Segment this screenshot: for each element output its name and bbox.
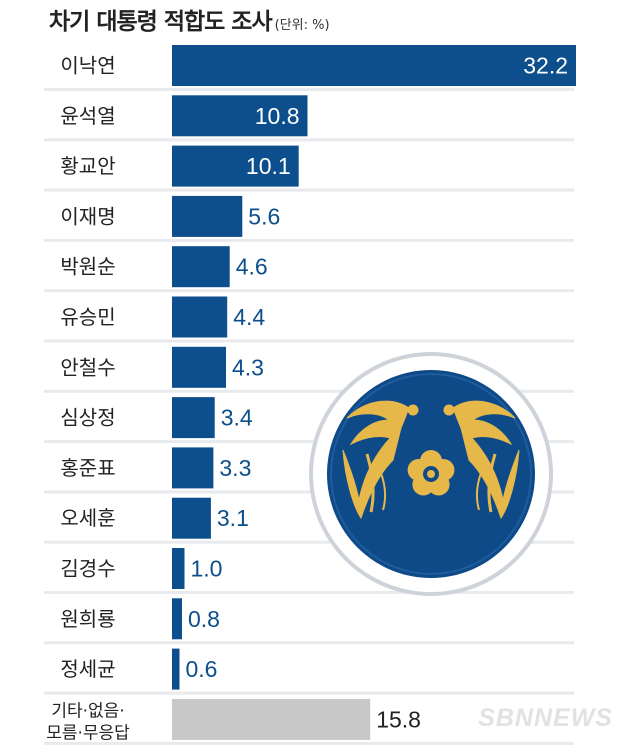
row-divider bbox=[44, 440, 574, 444]
category-label: 기타·없음· 모름·무응답 bbox=[46, 701, 130, 743]
value-label: 32.2 bbox=[523, 53, 568, 79]
value-label: 10.8 bbox=[255, 103, 300, 129]
value-label: 3.3 bbox=[219, 455, 251, 481]
watermark: SBNNEWS bbox=[478, 704, 613, 732]
bar bbox=[172, 95, 308, 137]
bar bbox=[172, 698, 371, 740]
category-label: 원희룡 bbox=[60, 607, 115, 631]
row-divider bbox=[44, 691, 574, 695]
value-label: 4.4 bbox=[233, 304, 265, 330]
category-label: 안철수 bbox=[60, 355, 115, 379]
row-divider bbox=[44, 238, 574, 242]
bars bbox=[172, 45, 576, 740]
bar bbox=[172, 296, 228, 338]
category-label: 김경수 bbox=[60, 557, 115, 581]
category-label: 정세균 bbox=[60, 657, 115, 681]
row-stripes bbox=[44, 88, 574, 745]
category-label: 이낙연 bbox=[60, 54, 115, 78]
value-label: 0.6 bbox=[186, 656, 218, 682]
row-divider bbox=[44, 289, 574, 293]
value-label: 4.3 bbox=[232, 354, 264, 380]
category-labels: 이낙연윤석열황교안이재명박원순유승민안철수심상정홍준표오세훈김경수원희룡정세균기… bbox=[46, 54, 130, 744]
category-label: 이재명 bbox=[60, 204, 115, 228]
category-label: 심상정 bbox=[60, 406, 115, 430]
value-label: 10.1 bbox=[246, 153, 291, 179]
row-divider bbox=[44, 641, 574, 645]
row-divider bbox=[44, 389, 574, 393]
row-divider bbox=[44, 591, 574, 594]
bar bbox=[172, 447, 214, 489]
bar bbox=[172, 45, 576, 86]
value-label: 5.6 bbox=[248, 203, 280, 229]
bar bbox=[172, 246, 230, 288]
category-label: 홍준표 bbox=[60, 456, 115, 480]
bar bbox=[172, 397, 215, 439]
value-label: 3.4 bbox=[221, 405, 253, 431]
value-label: 0.8 bbox=[188, 606, 220, 632]
bar bbox=[172, 548, 185, 589]
category-label: 유승민 bbox=[60, 305, 115, 329]
row-divider bbox=[44, 138, 574, 142]
category-label: 황교안 bbox=[60, 154, 115, 178]
chart-title: 차기 대통령 적합도 조사 bbox=[49, 9, 273, 35]
row-divider bbox=[44, 540, 574, 544]
value-label: 1.0 bbox=[191, 556, 223, 582]
chart-header: 차기 대통령 적합도 조사 (단위: %) bbox=[49, 2, 330, 36]
row-divider bbox=[44, 741, 574, 745]
bar bbox=[172, 145, 299, 187]
category-label: 박원순 bbox=[60, 255, 115, 279]
chart-unit-label: (단위: %) bbox=[274, 18, 330, 33]
bar bbox=[172, 346, 226, 388]
row-divider bbox=[44, 188, 574, 192]
row-divider bbox=[44, 490, 574, 494]
value-label: 15.8 bbox=[376, 706, 421, 732]
value-label: 4.6 bbox=[236, 254, 268, 280]
bar bbox=[172, 598, 182, 640]
value-labels: 32.2 10.8 10.1 5.6 4.6 4.4 4.3 3.4 3.3 3.1 1.0 0.8 0… bbox=[186, 53, 569, 733]
bar bbox=[172, 195, 243, 237]
blue-house-phoenix-emblem bbox=[309, 352, 553, 596]
bar bbox=[172, 648, 180, 690]
category-label: 윤석열 bbox=[60, 104, 115, 128]
value-label: 3.1 bbox=[217, 505, 249, 531]
row-divider bbox=[44, 339, 574, 343]
row-divider bbox=[44, 88, 574, 91]
bar bbox=[172, 497, 211, 539]
category-label: 오세훈 bbox=[60, 506, 115, 530]
